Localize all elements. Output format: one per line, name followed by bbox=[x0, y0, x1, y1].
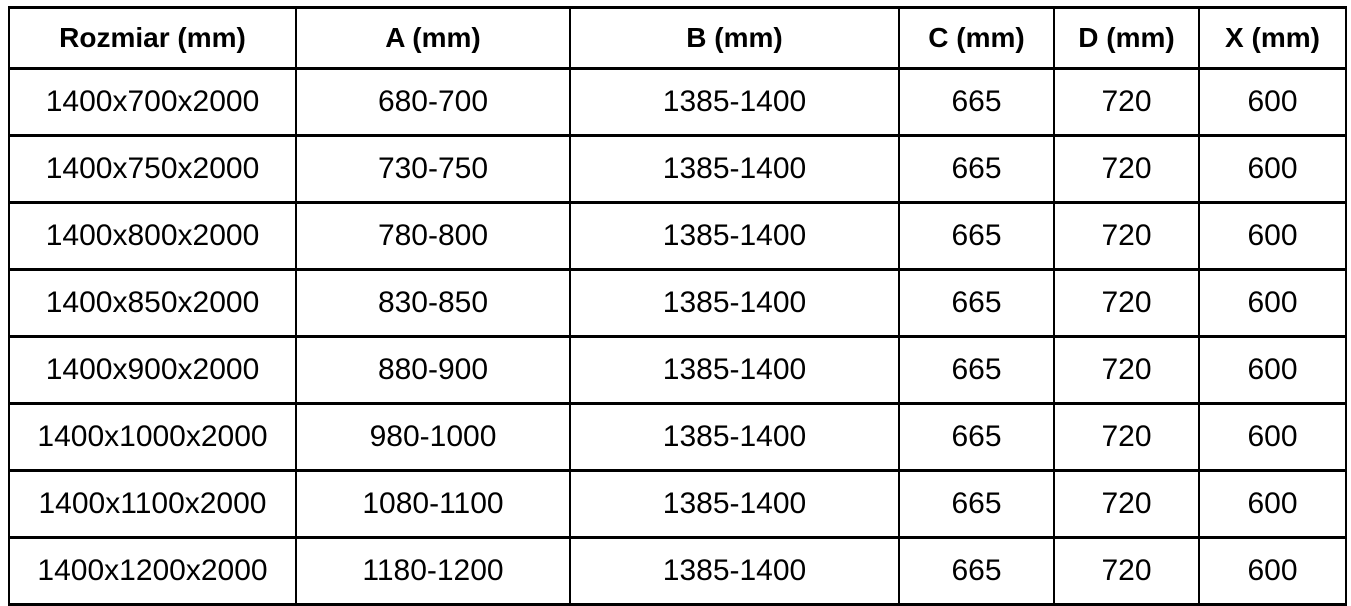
size-spec-table: Rozmiar (mm) A (mm) B (mm) C (mm) D (mm) X (m… bbox=[8, 6, 1347, 606]
table-cell: 1385-1400 bbox=[569, 201, 900, 271]
table-cell: 720 bbox=[1053, 67, 1200, 137]
table-cell: 1400x850x2000 bbox=[8, 268, 297, 338]
column-header: C (mm) bbox=[898, 6, 1055, 70]
table-cell: 665 bbox=[898, 536, 1055, 606]
table-cell: 600 bbox=[1198, 469, 1347, 539]
table-cell: 665 bbox=[898, 268, 1055, 338]
table-cell: 600 bbox=[1198, 201, 1347, 271]
table-cell: 665 bbox=[898, 402, 1055, 472]
table-cell: 1385-1400 bbox=[569, 402, 900, 472]
table-cell: 720 bbox=[1053, 402, 1200, 472]
table-cell: 1385-1400 bbox=[569, 335, 900, 405]
table-cell: 1400x800x2000 bbox=[8, 201, 297, 271]
table-cell: 665 bbox=[898, 67, 1055, 137]
table-cell: 1400x1100x2000 bbox=[8, 469, 297, 539]
table-cell: 720 bbox=[1053, 335, 1200, 405]
table-cell: 1385-1400 bbox=[569, 469, 900, 539]
table-row: 1400x1100x2000 1080-1100 1385-1400 665 720 60… bbox=[8, 469, 1347, 539]
table-row: 1400x750x2000 730-750 1385-1400 665 720 600 bbox=[8, 134, 1347, 204]
table-row: 1400x800x2000 780-800 1385-1400 665 720 600 bbox=[8, 201, 1347, 271]
table-cell: 1400x1000x2000 bbox=[8, 402, 297, 472]
column-header: A (mm) bbox=[295, 6, 571, 70]
table-cell: 880-900 bbox=[295, 335, 571, 405]
table-cell: 780-800 bbox=[295, 201, 571, 271]
table-cell: 1080-1100 bbox=[295, 469, 571, 539]
table-cell: 1400x750x2000 bbox=[8, 134, 297, 204]
table-cell: 720 bbox=[1053, 536, 1200, 606]
table-cell: 600 bbox=[1198, 268, 1347, 338]
table-cell: 680-700 bbox=[295, 67, 571, 137]
document-page: Rozmiar (mm) A (mm) B (mm) C (mm) D (mm) X (m… bbox=[8, 6, 1347, 606]
table-cell: 1385-1400 bbox=[569, 268, 900, 338]
column-header: B (mm) bbox=[569, 6, 900, 70]
table-cell: 720 bbox=[1053, 268, 1200, 338]
table-cell: 1400x700x2000 bbox=[8, 67, 297, 137]
table-cell: 730-750 bbox=[295, 134, 571, 204]
table-cell: 720 bbox=[1053, 469, 1200, 539]
table-cell: 600 bbox=[1198, 67, 1347, 137]
table-cell: 830-850 bbox=[295, 268, 571, 338]
table-cell: 665 bbox=[898, 469, 1055, 539]
table-cell: 600 bbox=[1198, 402, 1347, 472]
table-cell: 1385-1400 bbox=[569, 134, 900, 204]
table-cell: 1385-1400 bbox=[569, 67, 900, 137]
table-cell: 1180-1200 bbox=[295, 536, 571, 606]
header-row: Rozmiar (mm) A (mm) B (mm) C (mm) D (mm) X (m… bbox=[8, 6, 1347, 70]
table-cell: 1400x900x2000 bbox=[8, 335, 297, 405]
table-cell: 665 bbox=[898, 134, 1055, 204]
column-header: Rozmiar (mm) bbox=[8, 6, 297, 70]
table-cell: 665 bbox=[898, 335, 1055, 405]
table-cell: 720 bbox=[1053, 201, 1200, 271]
table-cell: 600 bbox=[1198, 536, 1347, 606]
table-row: 1400x900x2000 880-900 1385-1400 665 720 600 bbox=[8, 335, 1347, 405]
table-cell: 720 bbox=[1053, 134, 1200, 204]
table-body: 1400x700x2000 680-700 1385-1400 665 720 600 14… bbox=[8, 67, 1347, 606]
column-header: D (mm) bbox=[1053, 6, 1200, 70]
table-cell: 980-1000 bbox=[295, 402, 571, 472]
table-cell: 1385-1400 bbox=[569, 536, 900, 606]
table-row: 1400x1000x2000 980-1000 1385-1400 665 720 600 bbox=[8, 402, 1347, 472]
table-cell: 600 bbox=[1198, 134, 1347, 204]
table-row: 1400x700x2000 680-700 1385-1400 665 720 600 bbox=[8, 67, 1347, 137]
table-row: 1400x850x2000 830-850 1385-1400 665 720 600 bbox=[8, 268, 1347, 338]
table-cell: 1400x1200x2000 bbox=[8, 536, 297, 606]
table-cell: 665 bbox=[898, 201, 1055, 271]
table-row: 1400x1200x2000 1180-1200 1385-1400 665 720 60… bbox=[8, 536, 1347, 606]
table-cell: 600 bbox=[1198, 335, 1347, 405]
column-header: X (mm) bbox=[1198, 6, 1347, 70]
